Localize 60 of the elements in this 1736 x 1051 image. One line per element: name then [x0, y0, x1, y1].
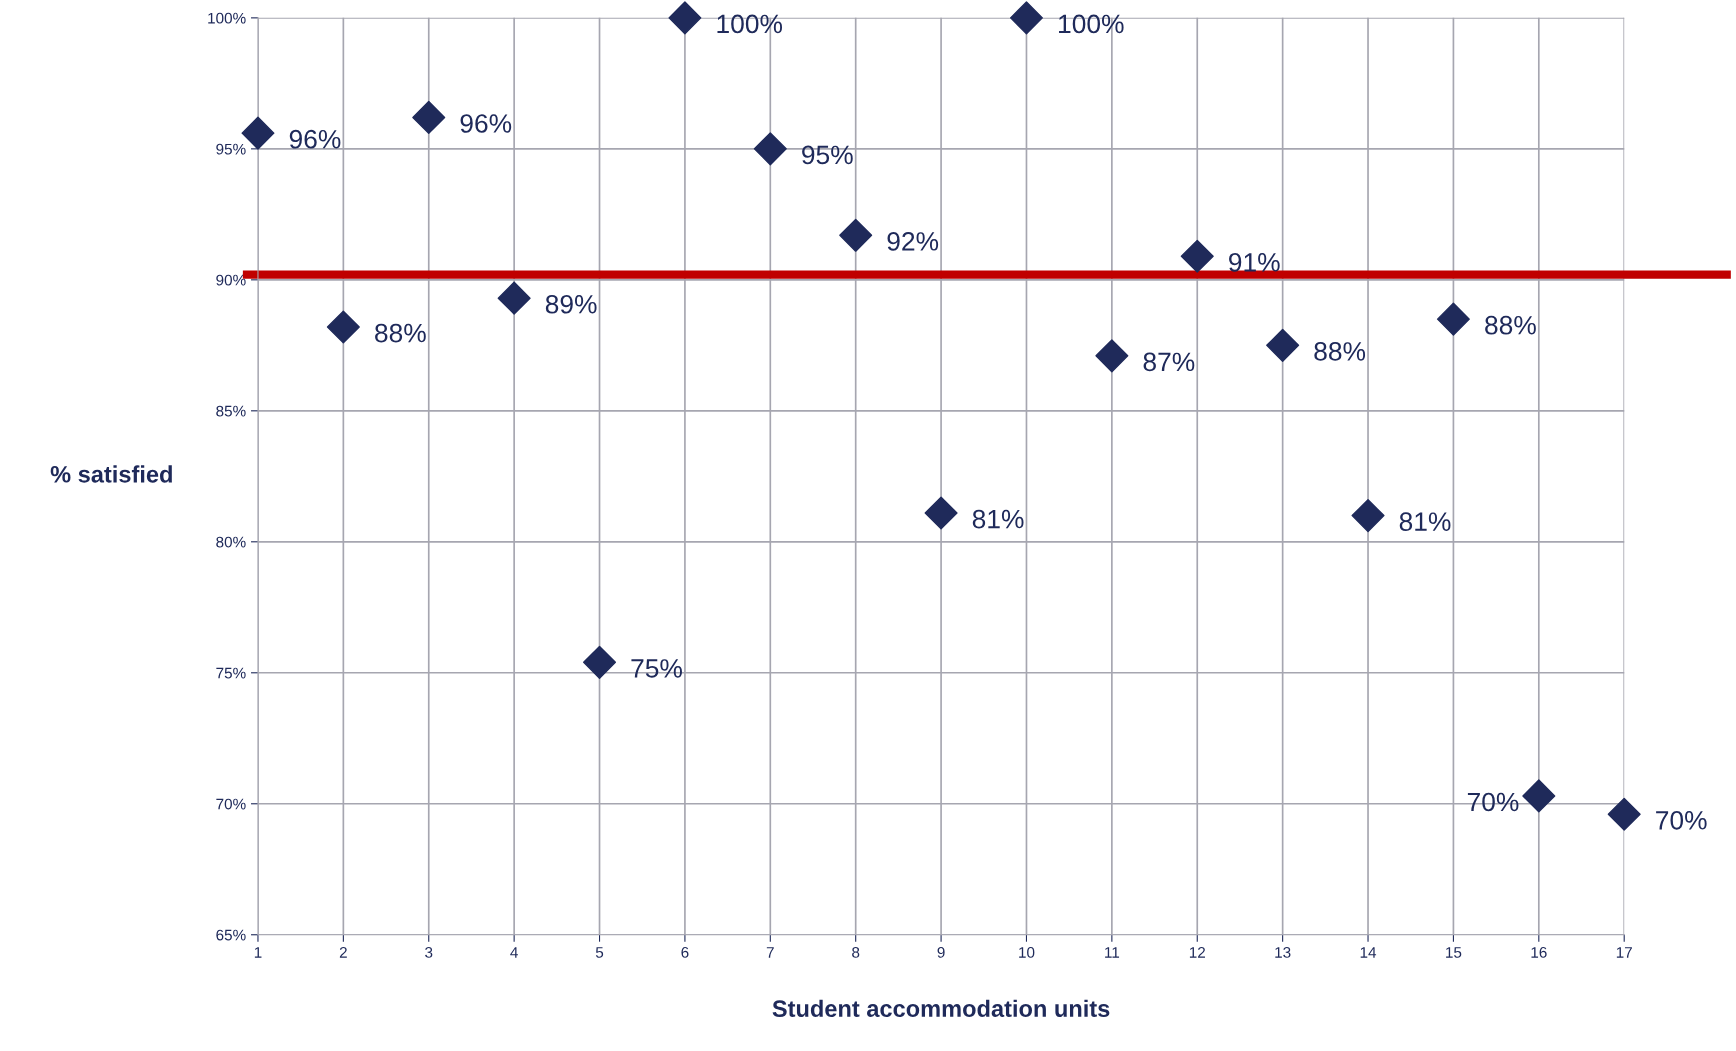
- data-label: 100%: [1059, 14, 1124, 34]
- x-tick-label: 17: [1616, 947, 1632, 958]
- x-tick-label: 15: [1446, 947, 1462, 958]
- point: [668, 1, 702, 35]
- data-label: 91%: [1229, 252, 1280, 272]
- y-tick-label: 75%: [216, 667, 246, 679]
- data-label: 88%: [1485, 315, 1536, 335]
- x-tick-label: 14: [1360, 947, 1377, 958]
- point: [753, 132, 787, 166]
- point: [1436, 302, 1470, 336]
- data-label: 92%: [887, 232, 939, 251]
- x-axis-title: Student accommodation units: [772, 999, 1110, 1018]
- point: [1009, 1, 1044, 35]
- data-label: 75%: [631, 659, 682, 678]
- y-tick-label: 65%: [216, 929, 246, 941]
- point: [412, 100, 446, 134]
- x-tick-label: 6: [681, 946, 689, 958]
- y-axis-title: % satisfied: [50, 465, 172, 483]
- data-label: 70%: [1467, 792, 1519, 812]
- point: [1522, 779, 1556, 813]
- data-label: 96%: [289, 129, 341, 149]
- point: [924, 496, 958, 530]
- x-tick-label: 11: [1105, 947, 1120, 958]
- x-tick-label: 4: [510, 947, 518, 958]
- x-tick-label: 2: [339, 946, 347, 958]
- data-label: 89%: [545, 294, 597, 314]
- data-label: 70%: [1656, 810, 1707, 830]
- x-tick-label: 3: [425, 946, 433, 958]
- data-label: 100%: [717, 14, 783, 34]
- point: [1180, 239, 1214, 273]
- point: [497, 281, 531, 315]
- x-tick-label: 5: [595, 947, 604, 958]
- x-tick-label: 1: [254, 947, 262, 958]
- y-tick-label: 80%: [216, 536, 246, 548]
- data-label: 87%: [1143, 352, 1195, 372]
- data-label: 81%: [972, 509, 1024, 529]
- point: [582, 645, 617, 679]
- y-tick-label: 70%: [216, 798, 246, 810]
- x-tick-label: 7: [766, 947, 774, 958]
- y-tick-label: 95%: [216, 143, 246, 155]
- x-tick-label: 8: [852, 946, 860, 958]
- y-tick-label: 100%: [208, 12, 246, 24]
- point: [839, 218, 873, 252]
- x-tick-label: 16: [1531, 946, 1547, 958]
- y-tick-label: 90%: [216, 274, 246, 286]
- x-tick-label: 9: [937, 946, 945, 958]
- point: [1607, 797, 1641, 831]
- x-tick-label: 13: [1275, 946, 1291, 958]
- y-tick-label: 85%: [216, 405, 246, 417]
- data-label: 81%: [1399, 512, 1451, 532]
- point: [1266, 328, 1300, 362]
- point: [1351, 499, 1385, 533]
- data-label: 88%: [375, 323, 426, 343]
- data-label: 95%: [802, 145, 853, 165]
- point: [326, 310, 360, 344]
- x-tick-label: 10: [1019, 946, 1035, 958]
- x-tick-label: 12: [1189, 946, 1205, 958]
- data-label: 88%: [1314, 342, 1366, 361]
- point: [1095, 339, 1129, 373]
- data-label: 96%: [460, 114, 512, 133]
